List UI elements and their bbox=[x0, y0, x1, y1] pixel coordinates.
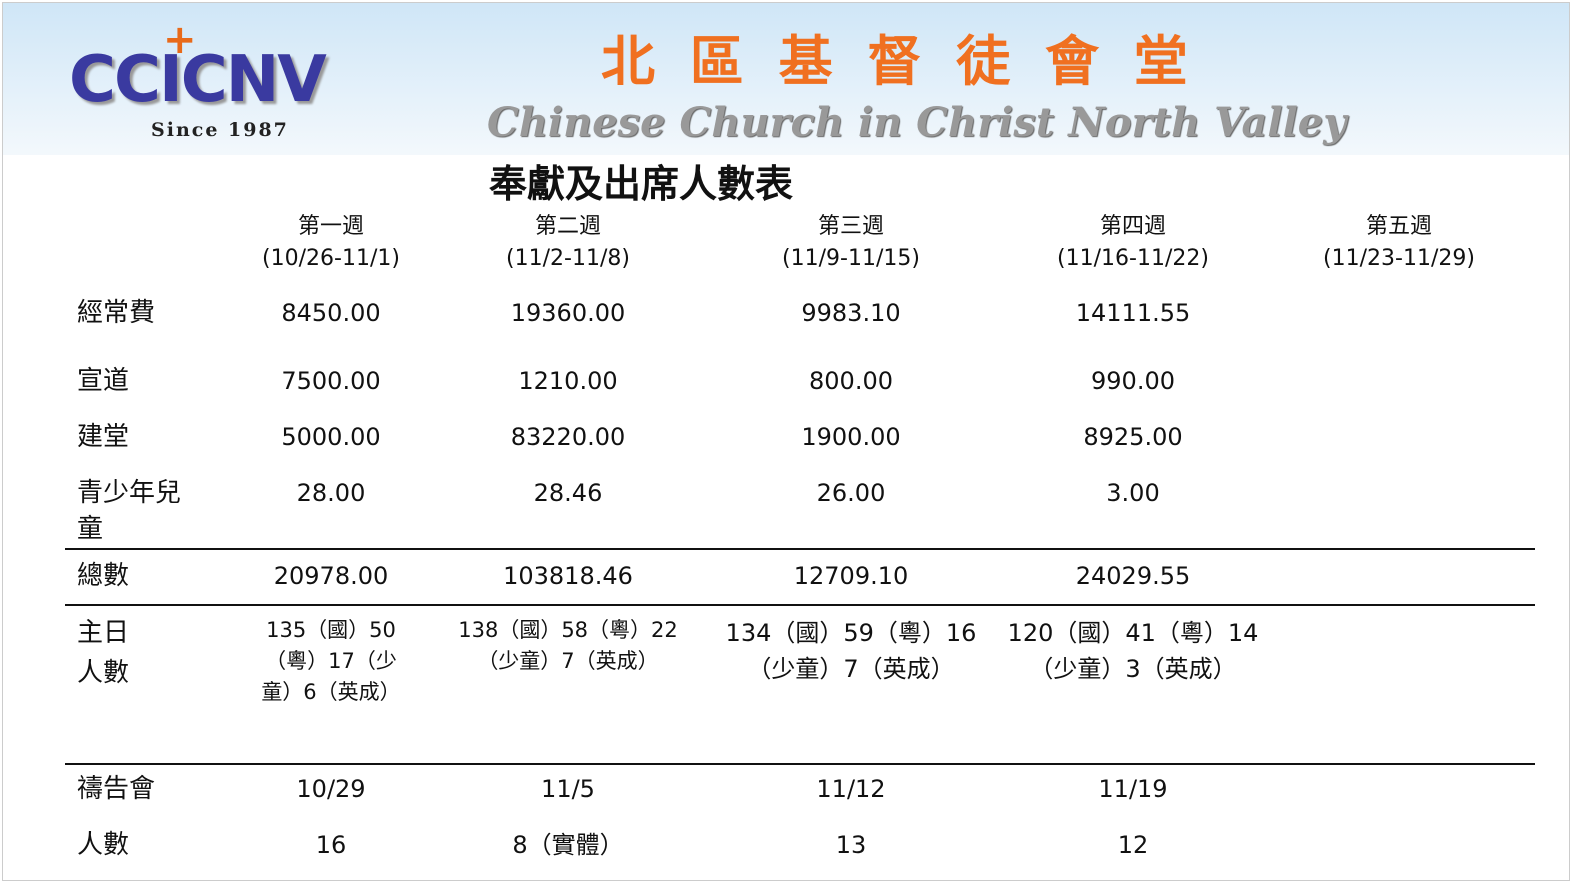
row-label: 經常費 bbox=[77, 298, 156, 328]
table-cell: 11/5 bbox=[541, 775, 595, 803]
column-dates: (10/26-11/1) bbox=[262, 246, 400, 271]
column-week: 第三週 bbox=[817, 214, 885, 239]
column-dates: (11/16-11/22) bbox=[1057, 246, 1209, 271]
row-label: 宣道 bbox=[77, 366, 130, 396]
since: Since 1987 bbox=[151, 119, 289, 141]
table-cell: 120（國）41（粵）14（少童）3（英成） bbox=[1007, 619, 1259, 683]
table-cell: 26.00 bbox=[816, 479, 886, 507]
table-cell: 10/29 bbox=[296, 775, 366, 803]
table-cell: 9983.10 bbox=[801, 299, 901, 327]
table-cell: 5000.00 bbox=[281, 423, 381, 451]
table-cell: 138（國）58（粵）22（少童）7（英成） bbox=[458, 618, 678, 673]
english-name: Chinese Church in Christ North Valley bbox=[487, 99, 1347, 146]
table-cell: 800.00 bbox=[809, 367, 893, 395]
table-cell: 19360.00 bbox=[510, 299, 626, 327]
logo: CCICNV bbox=[69, 43, 327, 117]
table-cell: 1900.00 bbox=[801, 423, 901, 451]
table-cell: 28.46 bbox=[533, 479, 603, 507]
table-cell: 14111.55 bbox=[1075, 299, 1191, 327]
table-cell: 103818.46 bbox=[503, 562, 633, 590]
column-dates: (11/23-11/29) bbox=[1323, 246, 1475, 271]
table-cell: 11/19 bbox=[1098, 775, 1168, 803]
column-week: 第四週 bbox=[1099, 214, 1167, 239]
chinese-name: 北 區 基 督 徒 會 堂 bbox=[601, 29, 1196, 93]
column-dates: (11/2-11/8) bbox=[506, 246, 630, 271]
logo-cross: + bbox=[163, 17, 197, 63]
table-cell: 1210.00 bbox=[518, 367, 618, 395]
column-week: 第二週 bbox=[534, 214, 602, 239]
column-week: 第五週 bbox=[1365, 214, 1433, 239]
column-dates: (11/9-11/15) bbox=[782, 246, 920, 271]
rule bbox=[65, 548, 1535, 550]
row-label: 青少年兒童 bbox=[77, 478, 182, 544]
column-week: 第一週 bbox=[297, 214, 365, 239]
header-band bbox=[3, 3, 1569, 155]
table-cell: 83220.00 bbox=[510, 423, 626, 451]
row-label: 建堂 bbox=[77, 422, 130, 452]
table-cell: 24029.55 bbox=[1075, 562, 1191, 590]
table-cell: 16 bbox=[315, 831, 347, 859]
table-cell: 990.00 bbox=[1091, 367, 1175, 395]
title: 奉獻及出席人數表 bbox=[489, 161, 794, 206]
table-cell: 13 bbox=[835, 831, 867, 859]
table-cell: 28.00 bbox=[296, 479, 366, 507]
table-cell: 8925.00 bbox=[1083, 423, 1183, 451]
table-cell: 7500.00 bbox=[281, 367, 381, 395]
table-cell: 8450.00 bbox=[281, 299, 381, 327]
rule bbox=[65, 604, 1535, 606]
rule bbox=[65, 763, 1535, 765]
table-cell: 8（實體） bbox=[512, 831, 624, 859]
table-cell: 12709.10 bbox=[793, 562, 909, 590]
row-label: 主日人數 bbox=[77, 618, 130, 688]
row-label: 人數 bbox=[77, 830, 130, 860]
table-cell: 12 bbox=[1117, 831, 1149, 859]
table-cell: 3.00 bbox=[1106, 479, 1160, 507]
slide: + CCICNV Since 1987 北 區 基 督 徒 會 堂 Chines… bbox=[2, 2, 1570, 881]
row-label: 總數 bbox=[77, 561, 130, 591]
table-cell: 134（國）59（粵）16（少童）7（英成） bbox=[725, 619, 977, 683]
table-cell: 11/12 bbox=[816, 775, 886, 803]
table-cell: 135（國）50（粵）17（少童）6（英成） bbox=[261, 618, 401, 704]
table-cell: 20978.00 bbox=[273, 562, 389, 590]
row-label: 禱告會 bbox=[77, 774, 156, 804]
